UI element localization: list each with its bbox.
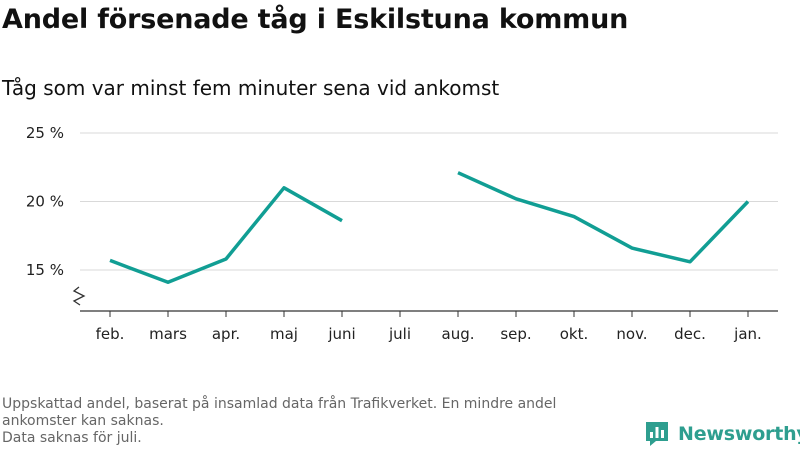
y-tick-label: 15 % (26, 261, 64, 279)
newsworthy-logo: Newsworthy (644, 420, 800, 448)
bar-chart-speech-bubble-icon (646, 422, 668, 446)
chart-title: Andel försenade tåg i Eskilstuna kommun (2, 4, 629, 35)
axis-break-mark (72, 286, 86, 306)
x-tick-label: okt. (560, 325, 589, 343)
series-line-segment (457, 171, 750, 264)
x-tick-label: dec. (674, 325, 706, 343)
x-tick-label: apr. (212, 325, 240, 343)
x-axis: feb. mars apr. maj juni juli aug. sep. okt. nov. d… (72, 286, 778, 343)
x-tick-label: feb. (96, 325, 125, 343)
series-lines (109, 171, 750, 285)
x-tick-label: juli (388, 325, 411, 343)
logo-text: Newsworthy (678, 423, 800, 445)
footnote: Uppskattad andel, baserat på insamlad da… (2, 396, 642, 447)
x-tick-label: jan. (733, 325, 762, 343)
gridlines (80, 132, 778, 271)
y-tick-label: 20 % (26, 193, 64, 211)
x-tick-label: juni (327, 325, 355, 343)
series-line-segment (109, 186, 343, 285)
footnote-line: ankomster kan saknas. (2, 413, 164, 429)
footnote-line: Data saknas för juli. (2, 430, 142, 446)
y-tick-label: 25 % (26, 124, 64, 142)
chart-subtitle: Tåg som var minst fem minuter sena vid a… (2, 76, 500, 100)
x-tick-label: sep. (500, 325, 531, 343)
footnote-line: Uppskattad andel, baserat på insamlad da… (2, 396, 557, 412)
y-axis-labels: 15 % 20 % 25 % (26, 124, 64, 279)
x-tick-label: mars (149, 325, 187, 343)
x-tick-label: maj (270, 325, 298, 343)
x-tick-label: nov. (616, 325, 647, 343)
line-chart: 15 % 20 % 25 % feb. mars apr. maj juni juli aug.… (26, 124, 778, 343)
x-tick-label: aug. (442, 325, 475, 343)
